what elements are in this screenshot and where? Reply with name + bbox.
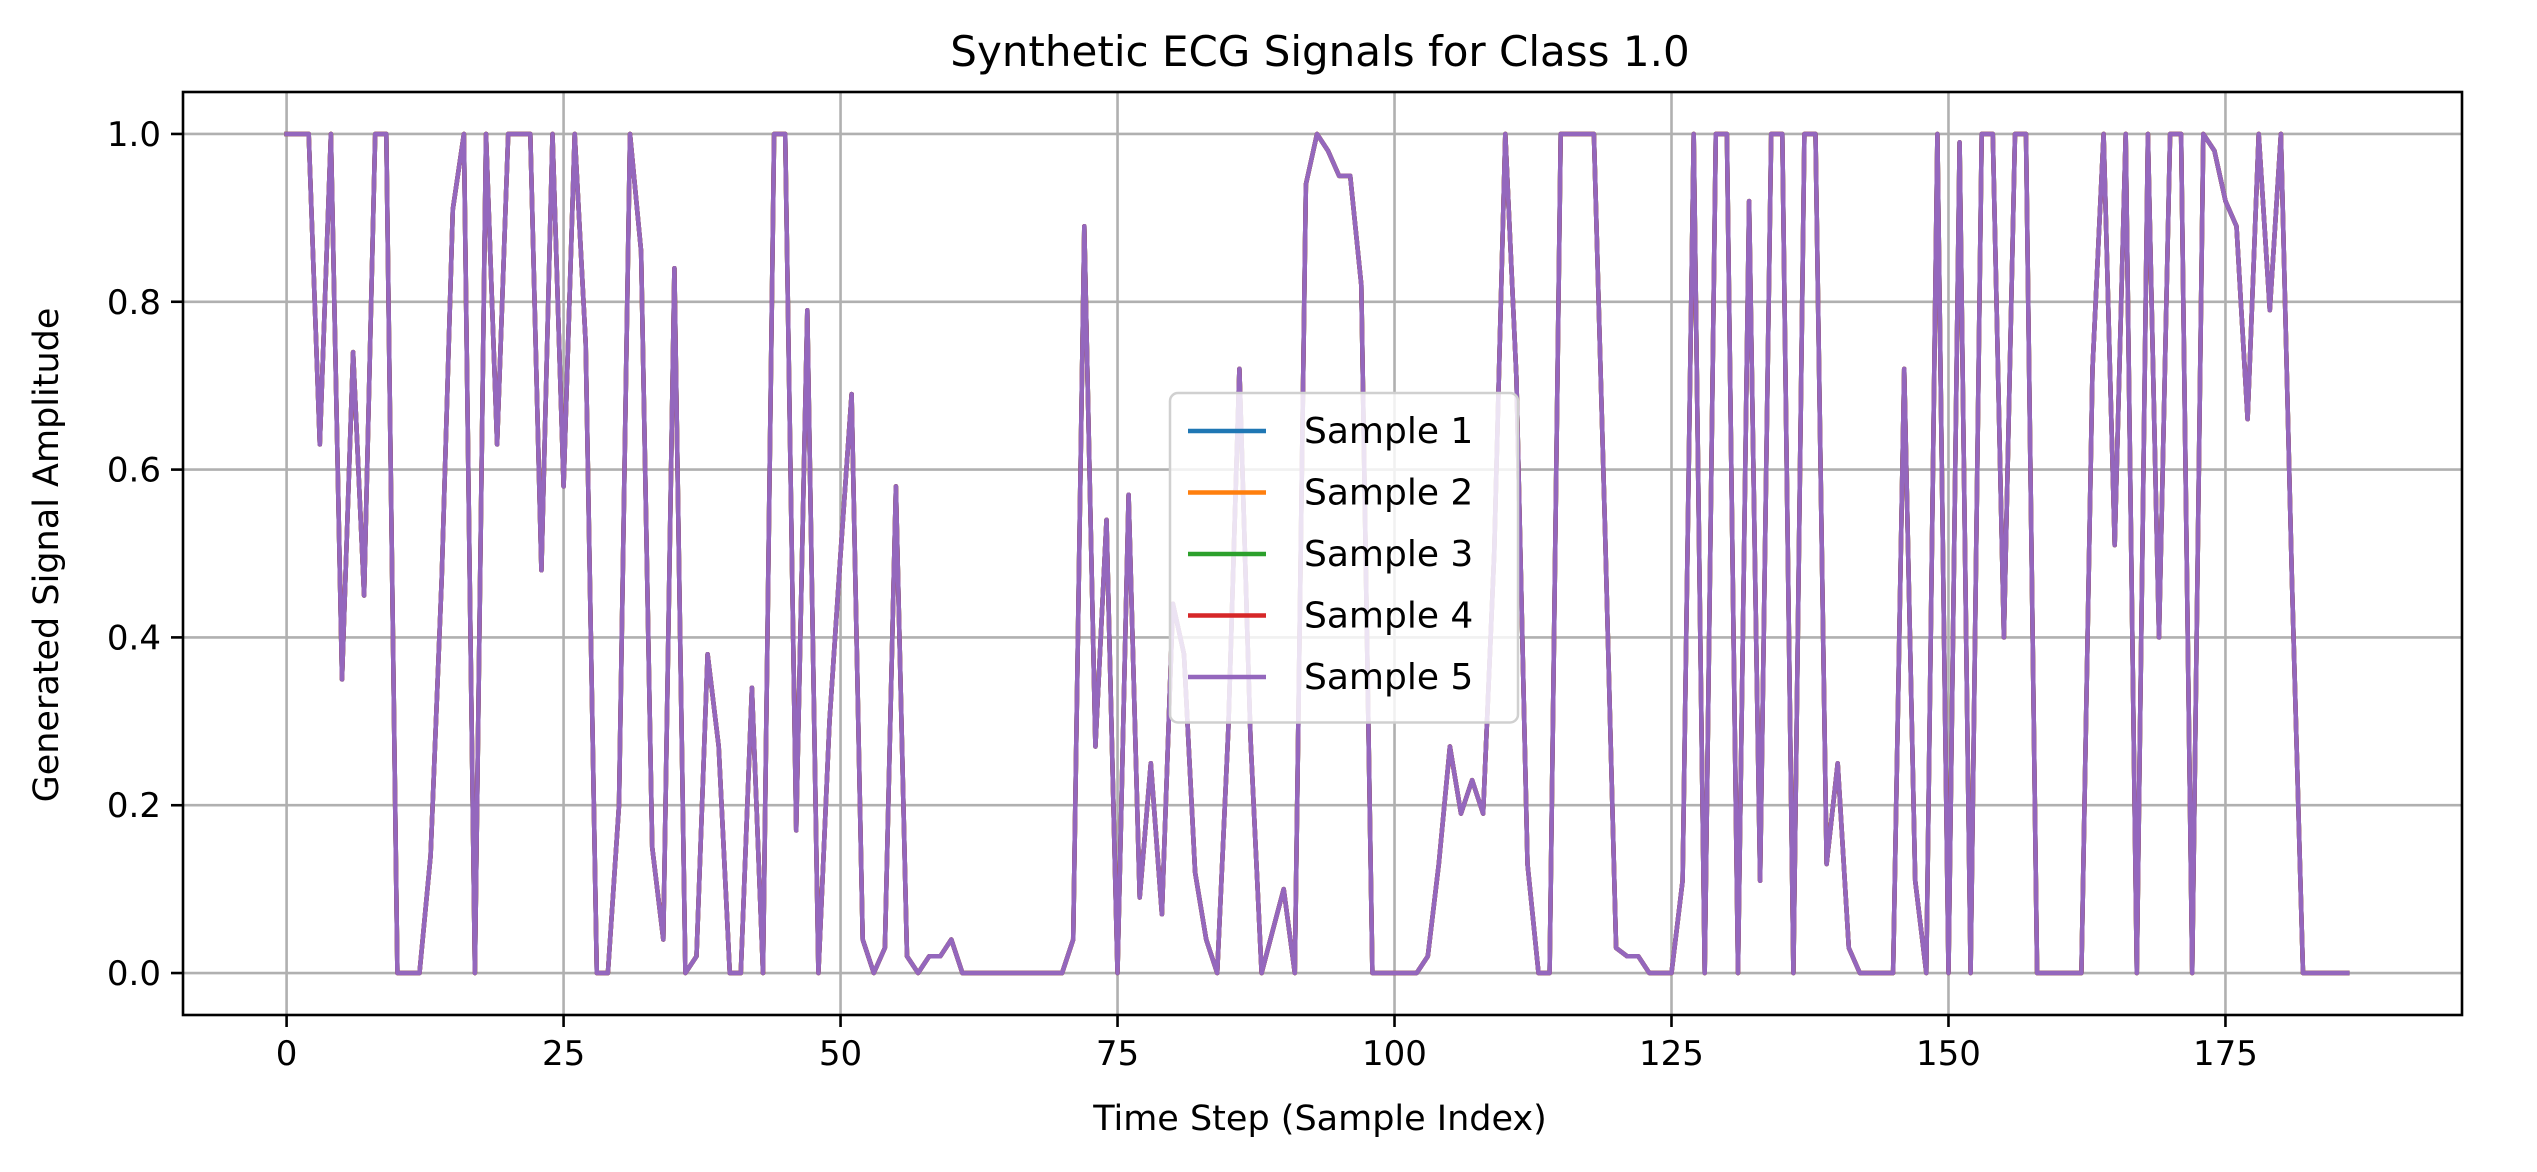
x-tick-label: 150 [1916,1034,1981,1074]
y-axis-label: Generated Signal Amplitude [27,308,67,803]
legend-label: Sample 2 [1304,473,1473,514]
y-tick-label: 0.4 [107,618,161,658]
y-tick-label: 1.0 [107,115,161,155]
y-tick-label: 0.2 [107,786,161,826]
series-layer [284,131,2350,976]
plot-frame [181,90,2464,1017]
legend-box [1168,391,1520,724]
y-tick-label: 0.8 [107,283,161,323]
x-tick-label: 50 [819,1034,862,1074]
x-tick-label: 25 [542,1034,585,1074]
x-tick-label: 100 [1362,1034,1427,1074]
legend-label: Sample 3 [1304,534,1473,575]
x-tick-label: 125 [1639,1034,1704,1074]
legend-label: Sample 1 [1304,411,1473,452]
x-tick-label: 175 [2193,1034,2258,1074]
x-tick-label: 75 [1096,1034,1139,1074]
legend-label: Sample 5 [1304,657,1473,698]
series-line-5 [284,131,2350,976]
y-tick-label: 0.0 [107,954,161,994]
legend: Sample 1 Sample 2 Sample 3 Sample 4 Sample 5 [1168,391,1520,724]
x-axis-label: Time Step (Sample Index) [1092,1099,1547,1139]
chart-title: Synthetic ECG Signals for Class 1.0 [950,27,1689,76]
legend-label: Sample 4 [1304,596,1473,637]
y-tick-label: 0.6 [107,451,161,491]
x-tick-label: 0 [276,1034,298,1074]
axis-ticks: 0 25 50 75 100 125 150 175 0.0 0.2 0.4 0.6 0.8 1.0 [107,115,2258,1074]
